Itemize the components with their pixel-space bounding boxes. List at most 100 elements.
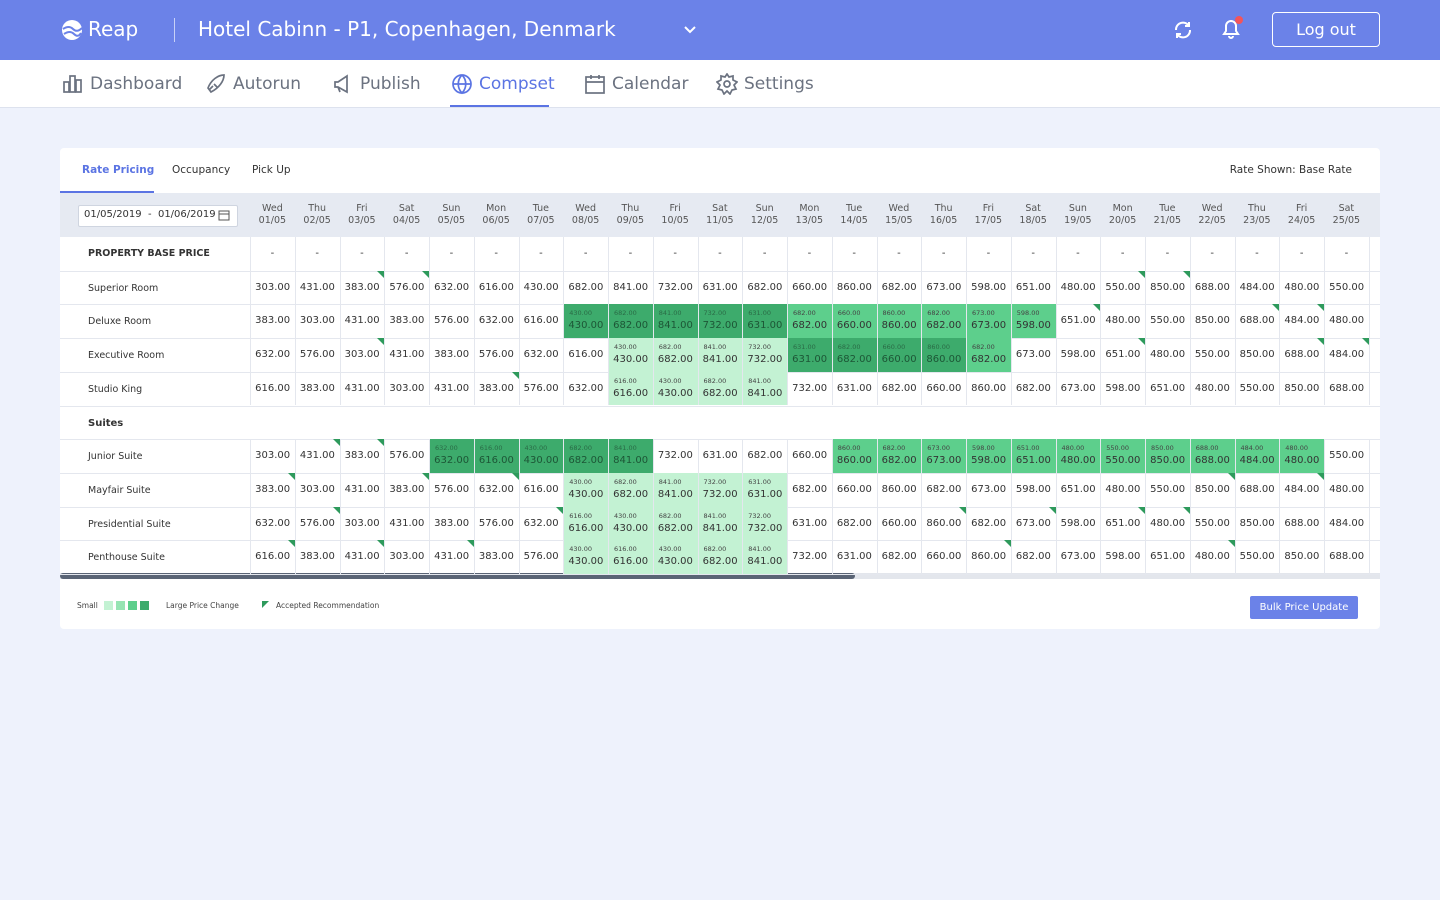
cell-value[interactable]: 732.00 — [657, 450, 693, 462]
cell-value[interactable]: 431.00 — [344, 315, 380, 327]
cell-value[interactable]: 631.00 — [747, 488, 783, 500]
cell-value[interactable]: 651.00 — [1105, 349, 1141, 361]
cell-value[interactable]: 431.00 — [299, 281, 335, 293]
cell-value[interactable]: 688.00 — [1284, 349, 1320, 361]
cell-value[interactable]: 688.00 — [1329, 551, 1365, 563]
nav-item[interactable]: Compset — [479, 74, 555, 94]
cell-value[interactable]: 682.00 — [702, 556, 738, 568]
cell-value[interactable]: 660.00 — [792, 450, 828, 462]
cell-value[interactable]: 480.00 — [1060, 455, 1096, 467]
cell-value[interactable]: 383.00 — [434, 349, 470, 361]
refresh-icon[interactable] — [1172, 19, 1194, 41]
cell-value[interactable]: 616.00 — [523, 315, 559, 327]
cell-value[interactable]: 841.00 — [613, 455, 649, 467]
cell-value[interactable]: 860.00 — [926, 517, 962, 529]
cell-value[interactable]: 688.00 — [1284, 517, 1320, 529]
cell-value[interactable]: 682.00 — [568, 455, 604, 467]
cell-value[interactable]: 632.00 — [255, 517, 291, 529]
cell-value[interactable]: 430.00 — [523, 281, 559, 293]
date-input[interactable] — [78, 205, 238, 227]
chevron[interactable] — [683, 25, 697, 35]
cell-value[interactable]: 682.00 — [1015, 382, 1051, 394]
cell-value[interactable]: 860.00 — [836, 281, 872, 293]
cell-value[interactable]: 850.00 — [1284, 551, 1320, 563]
cell-value[interactable]: 673.00 — [1015, 517, 1051, 529]
cell-value[interactable]: 576.00 — [478, 517, 514, 529]
scroll-thumb[interactable] — [60, 573, 855, 579]
cell-value[interactable]: 673.00 — [926, 281, 962, 293]
cell-value[interactable]: 651.00 — [1150, 382, 1186, 394]
cell-value[interactable]: 673.00 — [1060, 382, 1096, 394]
cell-value[interactable]: 550.00 — [1329, 281, 1365, 293]
cell-value[interactable]: 673.00 — [971, 320, 1007, 332]
cell-value[interactable]: 841.00 — [657, 488, 693, 500]
cell-value[interactable]: 616.00 — [255, 382, 291, 394]
cell-value[interactable]: 660.00 — [926, 382, 962, 394]
cell-value[interactable]: 550.00 — [1105, 455, 1141, 467]
cell-value[interactable]: 651.00 — [1150, 551, 1186, 563]
cell-value[interactable]: 632.00 — [523, 517, 559, 529]
cell-value[interactable]: 576.00 — [389, 450, 425, 462]
cell-value[interactable]: 660.00 — [792, 281, 828, 293]
cell-value[interactable]: 303.00 — [299, 315, 335, 327]
cell-value[interactable]: 860.00 — [926, 354, 962, 366]
hotel-name[interactable]: Hotel Cabinn - P1, Copenhagen, Denmark — [198, 17, 616, 41]
cell-value[interactable]: 631.00 — [836, 382, 872, 394]
cell-value[interactable]: 841.00 — [747, 556, 783, 568]
cell-value[interactable]: 383.00 — [478, 551, 514, 563]
cell-value[interactable]: 632.00 — [568, 382, 604, 394]
cell-value[interactable]: 484.00 — [1329, 517, 1365, 529]
cell-value[interactable]: 682.00 — [657, 522, 693, 534]
cell-value[interactable]: 480.00 — [1284, 455, 1320, 467]
cell-value[interactable]: 688.00 — [1239, 483, 1275, 495]
cell-value[interactable]: 841.00 — [747, 387, 783, 399]
cell-value[interactable]: 598.00 — [1060, 349, 1096, 361]
cell-value[interactable]: 682.00 — [747, 450, 783, 462]
rate-shown[interactable]: Rate Shown: Base Rate — [1229, 164, 1352, 176]
cell-value[interactable]: 303.00 — [389, 382, 425, 394]
cell-value[interactable]: 632.00 — [523, 349, 559, 361]
cell-value[interactable]: 632.00 — [478, 315, 514, 327]
cell-value[interactable]: 850.00 — [1239, 517, 1275, 529]
cell-value[interactable]: 576.00 — [523, 551, 559, 563]
cell-value[interactable]: 682.00 — [792, 483, 828, 495]
cell-value[interactable]: 732.00 — [792, 382, 828, 394]
cell-value[interactable]: 598.00 — [971, 455, 1007, 467]
cell-value[interactable]: 383.00 — [344, 450, 380, 462]
cell-value[interactable]: 576.00 — [434, 483, 470, 495]
nav-item[interactable]: Dashboard — [90, 74, 183, 94]
cell-value[interactable]: 550.00 — [1105, 281, 1141, 293]
cell-value[interactable]: 616.00 — [478, 281, 514, 293]
cell-value[interactable]: 431.00 — [389, 517, 425, 529]
bulk-button[interactable]: Bulk Price Update — [1250, 596, 1358, 619]
cell-value[interactable]: 651.00 — [1060, 315, 1096, 327]
cell-value[interactable]: 632.00 — [434, 281, 470, 293]
cell-value[interactable]: 651.00 — [1015, 281, 1051, 293]
cell-value[interactable]: 732.00 — [747, 354, 783, 366]
cell-value[interactable]: 631.00 — [702, 281, 738, 293]
cell-value[interactable]: 480.00 — [1284, 281, 1320, 293]
cell-value[interactable]: 651.00 — [1105, 517, 1141, 529]
cell-value[interactable]: 430.00 — [613, 522, 649, 534]
cell-value[interactable]: 850.00 — [1194, 315, 1230, 327]
cell-value[interactable]: 682.00 — [971, 354, 1007, 366]
cell-value[interactable]: 860.00 — [836, 455, 872, 467]
cell-value[interactable]: 688.00 — [1329, 382, 1365, 394]
cell-value[interactable]: 850.00 — [1150, 281, 1186, 293]
cell-value[interactable]: 598.00 — [1060, 517, 1096, 529]
tab[interactable]: Occupancy — [172, 164, 231, 176]
cell-value[interactable]: 480.00 — [1105, 483, 1141, 495]
cell-value[interactable]: 632.00 — [255, 349, 291, 361]
cell-value[interactable]: 682.00 — [568, 281, 604, 293]
cell-value[interactable]: 682.00 — [881, 551, 917, 563]
cell-value[interactable]: 480.00 — [1329, 315, 1365, 327]
cell-value[interactable]: 682.00 — [1015, 551, 1051, 563]
cell-value[interactable]: 673.00 — [926, 455, 962, 467]
cell-value[interactable]: 616.00 — [613, 556, 649, 568]
cell-value[interactable]: 484.00 — [1239, 281, 1275, 293]
cell-value[interactable]: 616.00 — [523, 483, 559, 495]
cell-value[interactable]: 303.00 — [255, 281, 291, 293]
cell-value[interactable]: 383.00 — [389, 315, 425, 327]
cell-value[interactable]: 383.00 — [255, 483, 291, 495]
nav-item[interactable]: Autorun — [233, 74, 302, 94]
